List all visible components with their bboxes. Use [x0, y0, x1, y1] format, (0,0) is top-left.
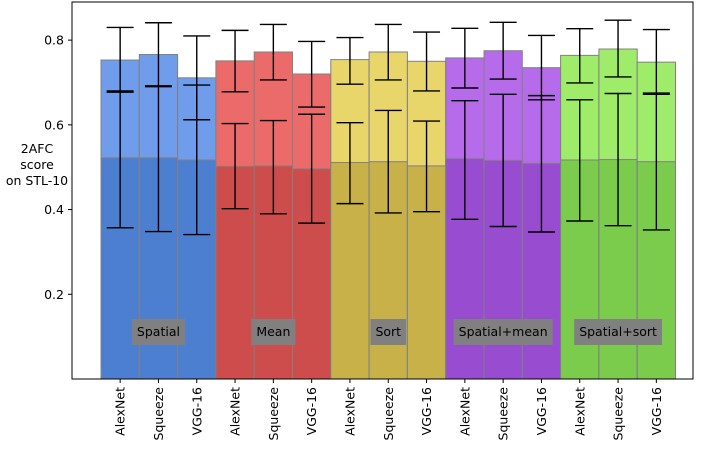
group-label: Spatial+mean: [453, 319, 553, 345]
x-tick-label: AlexNet: [228, 387, 243, 436]
y-tick-label: 0.2: [44, 287, 64, 302]
y-tick-label: 0.8: [44, 33, 64, 48]
y-axis-label-line-1: 2AFC: [21, 141, 54, 156]
group-label: Mean: [251, 319, 296, 345]
group-label-box: [453, 319, 553, 345]
group-labels-layer: Spatial Mean Sort Spatial+mean Spatial+sort: [131, 319, 662, 345]
x-tick-label: Squeeze: [496, 387, 511, 441]
group-label-box: [131, 319, 185, 345]
group-label-text: Spatial+mean: [459, 324, 548, 339]
y-axis-label: 2AFC score on STL-10: [6, 141, 68, 188]
y-axis-label-line-2: score: [20, 157, 54, 172]
x-tick-label: AlexNet: [113, 387, 128, 436]
error-bars-layer: [106, 19, 670, 236]
plot-frame: [71, 1, 694, 380]
x-tick-label: VGG-16: [649, 387, 664, 435]
group-label-box: [574, 319, 662, 345]
group-label-text: Spatial+sort: [579, 324, 657, 339]
x-tick-label: Squeeze: [266, 387, 281, 441]
y-axis-ticks: 0.2 0.4 0.6 0.8: [44, 33, 72, 302]
y-axis-label-line-3: on STL-10: [6, 173, 68, 188]
x-tick-label: AlexNet: [342, 387, 357, 436]
x-tick-label: AlexNet: [572, 387, 587, 436]
x-tick-label: Squeeze: [611, 387, 626, 441]
x-tick-label: VGG-16: [419, 387, 434, 435]
group-label: Spatial+sort: [574, 319, 662, 345]
x-tick-label: Squeeze: [151, 387, 166, 441]
group-label-text: Spatial: [137, 324, 180, 339]
group-label-box: [370, 319, 407, 345]
x-tick-label: VGG-16: [304, 387, 319, 435]
group-label-text: Mean: [256, 324, 290, 339]
x-axis-ticks: AlexNet Squeeze VGG-16 AlexNet Squeeze VGG-16…: [113, 379, 664, 440]
x-tick-label: Squeeze: [381, 387, 396, 441]
x-tick-label: VGG-16: [534, 387, 549, 435]
group-label: Spatial: [131, 319, 185, 345]
x-tick-label: VGG-16: [189, 387, 204, 435]
x-tick-label: AlexNet: [457, 387, 472, 436]
y-tick-label: 0.4: [44, 202, 64, 217]
group-label-text: Sort: [375, 324, 401, 339]
y-tick-label: 0.6: [44, 117, 64, 132]
group-label-box: [251, 319, 296, 345]
group-label: Sort: [370, 319, 407, 345]
